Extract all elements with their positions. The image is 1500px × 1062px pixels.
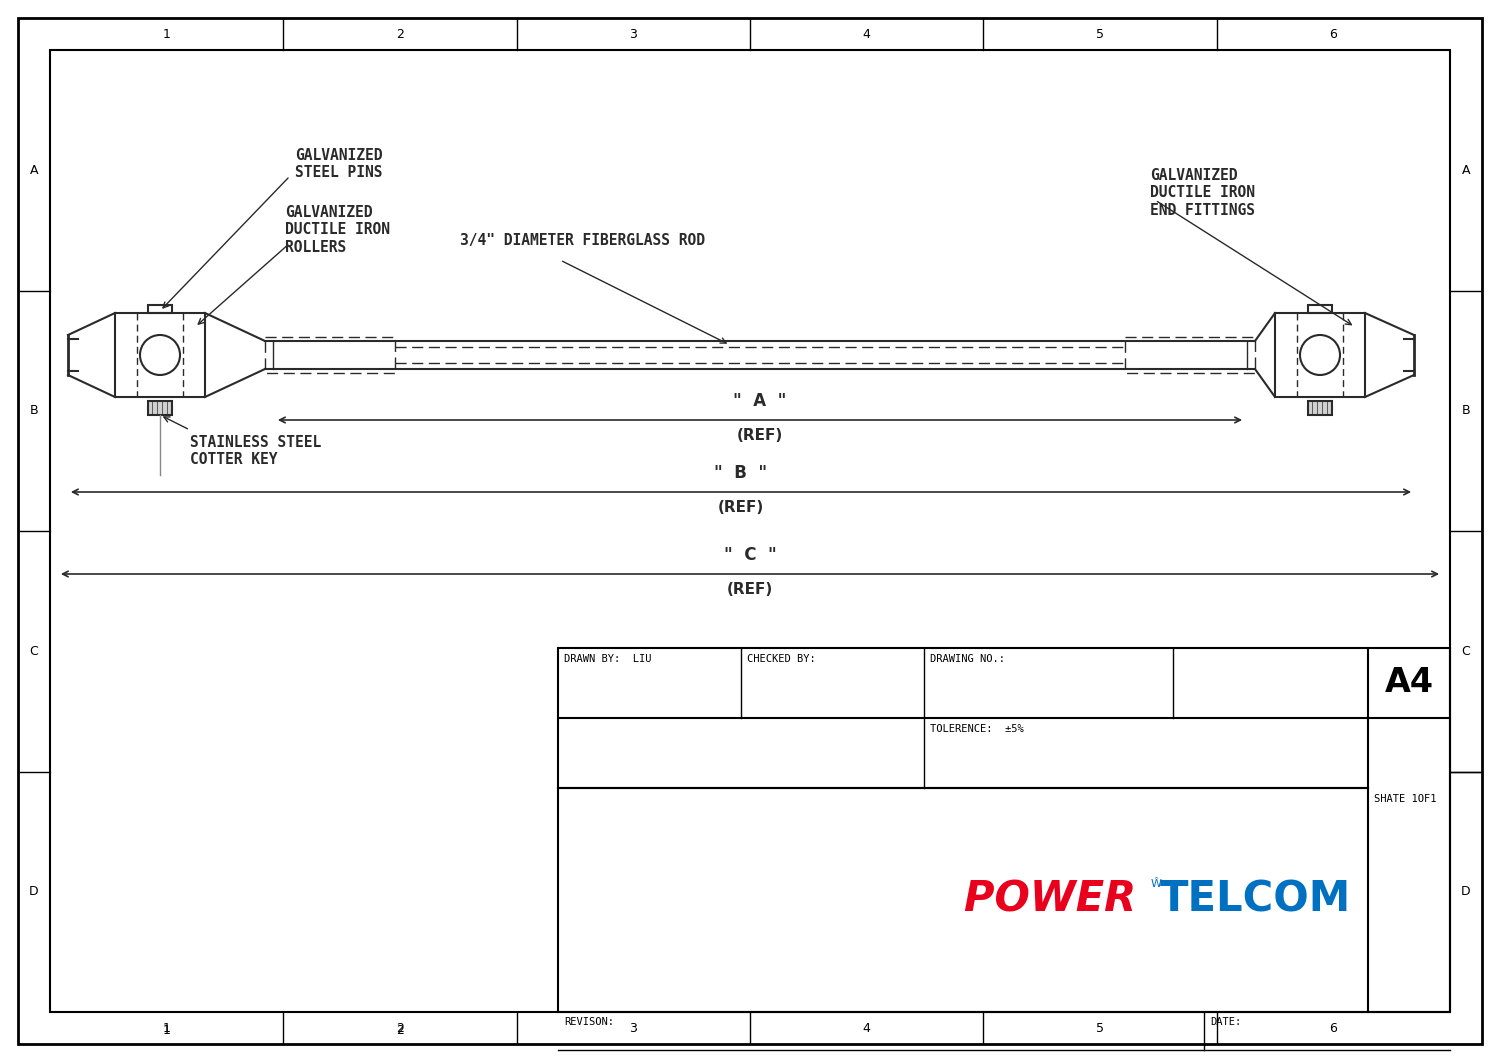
Text: "  A  ": " A " bbox=[734, 392, 786, 410]
Text: 2: 2 bbox=[396, 28, 404, 40]
Text: REVISON:: REVISON: bbox=[564, 1017, 614, 1027]
Bar bbox=[1308, 401, 1332, 415]
Text: "  C  ": " C " bbox=[723, 546, 777, 564]
Text: A4: A4 bbox=[1384, 667, 1434, 700]
Text: DRAWING NO.:: DRAWING NO.: bbox=[930, 654, 1005, 664]
Bar bbox=[1308, 305, 1332, 313]
Text: DRAWN BY:  LIU: DRAWN BY: LIU bbox=[564, 654, 651, 664]
Text: STAINLESS STEEL
COTTER KEY: STAINLESS STEEL COTTER KEY bbox=[190, 435, 321, 467]
Text: SHATE 1OF1: SHATE 1OF1 bbox=[1374, 794, 1437, 804]
Text: 5: 5 bbox=[1096, 28, 1104, 40]
Text: B: B bbox=[1461, 405, 1470, 417]
Text: 2: 2 bbox=[396, 1022, 404, 1034]
Text: D: D bbox=[1461, 886, 1472, 898]
Text: 6: 6 bbox=[1329, 28, 1338, 40]
Text: (REF): (REF) bbox=[728, 582, 772, 597]
Text: C: C bbox=[30, 645, 39, 657]
Text: TELCOM: TELCOM bbox=[1160, 879, 1352, 921]
Text: A: A bbox=[30, 164, 39, 176]
Text: 4: 4 bbox=[862, 28, 870, 40]
Text: "  B  ": " B " bbox=[714, 464, 768, 482]
Text: TOLERENCE:  ±5%: TOLERENCE: ±5% bbox=[930, 724, 1023, 734]
Text: 1: 1 bbox=[162, 1022, 171, 1034]
Bar bbox=[558, 648, 1450, 1012]
Text: (REF): (REF) bbox=[736, 428, 783, 443]
Text: CHECKED BY:: CHECKED BY: bbox=[747, 654, 816, 664]
Text: GALVANIZED
DUCTILE IRON
END FITTINGS: GALVANIZED DUCTILE IRON END FITTINGS bbox=[1150, 168, 1256, 218]
Text: 6: 6 bbox=[1329, 1022, 1338, 1034]
Text: 5: 5 bbox=[1096, 1022, 1104, 1034]
Text: POWER: POWER bbox=[964, 879, 1150, 921]
Text: GALVANIZED
DUCTILE IRON
ROLLERS: GALVANIZED DUCTILE IRON ROLLERS bbox=[285, 205, 390, 255]
Text: GALVANIZED
STEEL PINS: GALVANIZED STEEL PINS bbox=[296, 148, 382, 181]
Bar bbox=[148, 305, 172, 313]
Text: 1: 1 bbox=[162, 28, 171, 40]
Bar bbox=[116, 313, 206, 397]
Text: B: B bbox=[30, 405, 39, 417]
Text: 4: 4 bbox=[862, 1022, 870, 1034]
Text: 3/4" DIAMETER FIBERGLASS ROD: 3/4" DIAMETER FIBERGLASS ROD bbox=[460, 233, 705, 249]
Bar bbox=[1125, 337, 1256, 373]
Bar bbox=[148, 401, 172, 415]
Bar bbox=[1275, 313, 1365, 397]
Bar bbox=[266, 337, 394, 373]
Text: DATE:: DATE: bbox=[1210, 1017, 1242, 1027]
Text: Ŵ: Ŵ bbox=[1150, 879, 1161, 889]
Text: D: D bbox=[28, 886, 39, 898]
Text: 2: 2 bbox=[396, 1024, 404, 1037]
Text: 3: 3 bbox=[630, 1022, 638, 1034]
Text: (REF): (REF) bbox=[718, 500, 764, 515]
Text: A: A bbox=[1461, 164, 1470, 176]
Text: C: C bbox=[1461, 645, 1470, 657]
Text: 1: 1 bbox=[162, 1024, 171, 1037]
Text: 3: 3 bbox=[630, 28, 638, 40]
